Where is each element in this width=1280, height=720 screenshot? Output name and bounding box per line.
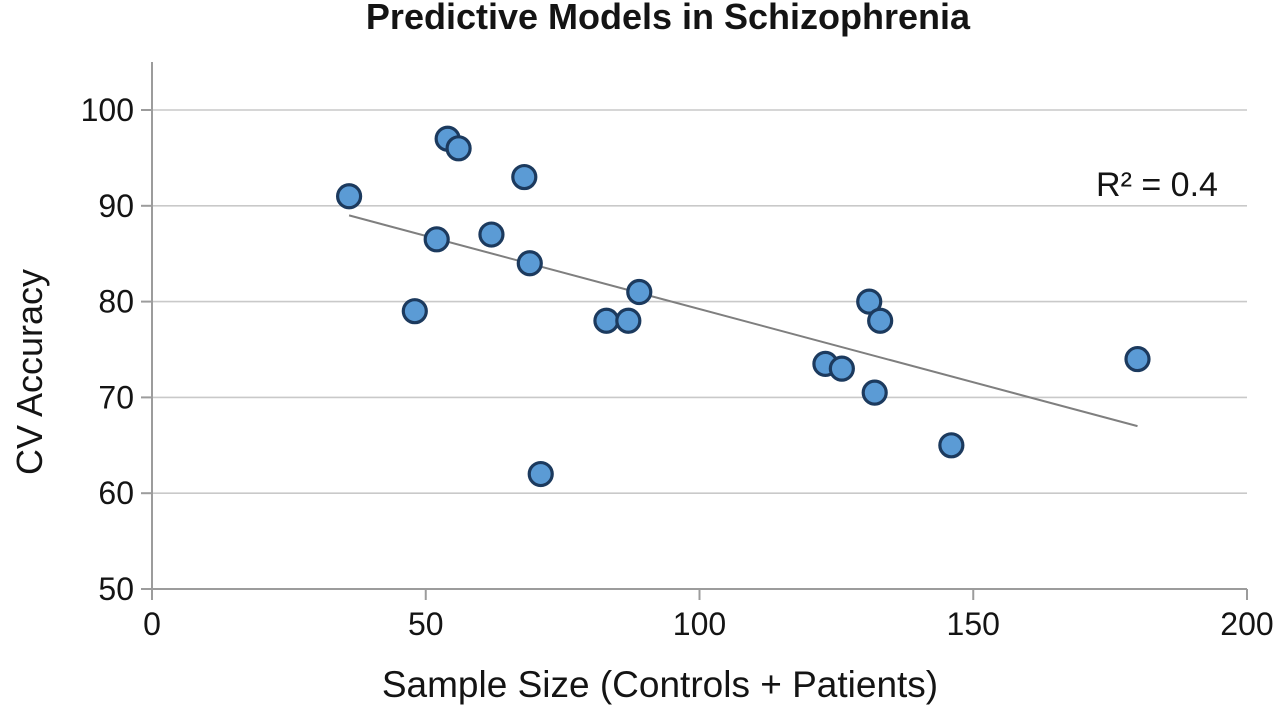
y-tick-label: 80	[98, 284, 134, 320]
x-tick-label: 150	[947, 606, 1000, 642]
data-point	[423, 226, 450, 253]
data-point	[478, 221, 505, 248]
r-squared-annotation: R² = 0.4	[1096, 166, 1218, 204]
data-point	[626, 278, 653, 306]
data-point	[861, 379, 888, 406]
x-tick-label: 100	[673, 606, 726, 642]
data-point	[593, 307, 620, 334]
y-axis-title: CV Accuracy	[9, 268, 50, 476]
y-tick-label: 90	[98, 188, 134, 224]
data-point	[828, 355, 855, 382]
data-point	[856, 288, 883, 315]
x-tick-label: 200	[1220, 606, 1273, 642]
data-point	[938, 432, 965, 459]
y-tick-label: 50	[98, 571, 134, 607]
data-point	[867, 307, 894, 334]
y-tick-label: 70	[98, 379, 134, 415]
data-point	[336, 183, 363, 210]
y-tick-label: 100	[81, 92, 134, 128]
data-point	[516, 250, 543, 277]
data-point	[527, 460, 554, 488]
data-point	[1124, 345, 1151, 373]
trendline	[348, 214, 1138, 428]
data-point	[615, 307, 642, 334]
data-point	[511, 163, 538, 191]
x-axis-title: Sample Size (Controls + Patients)	[381, 664, 939, 705]
x-tick-label: 50	[408, 606, 444, 642]
y-tick-label: 60	[98, 475, 134, 511]
x-tick-label: 0	[143, 606, 161, 642]
data-point	[445, 135, 472, 162]
chart-title: Predictive Models in Schizophrenia	[365, 0, 971, 37]
data-point	[401, 298, 428, 325]
